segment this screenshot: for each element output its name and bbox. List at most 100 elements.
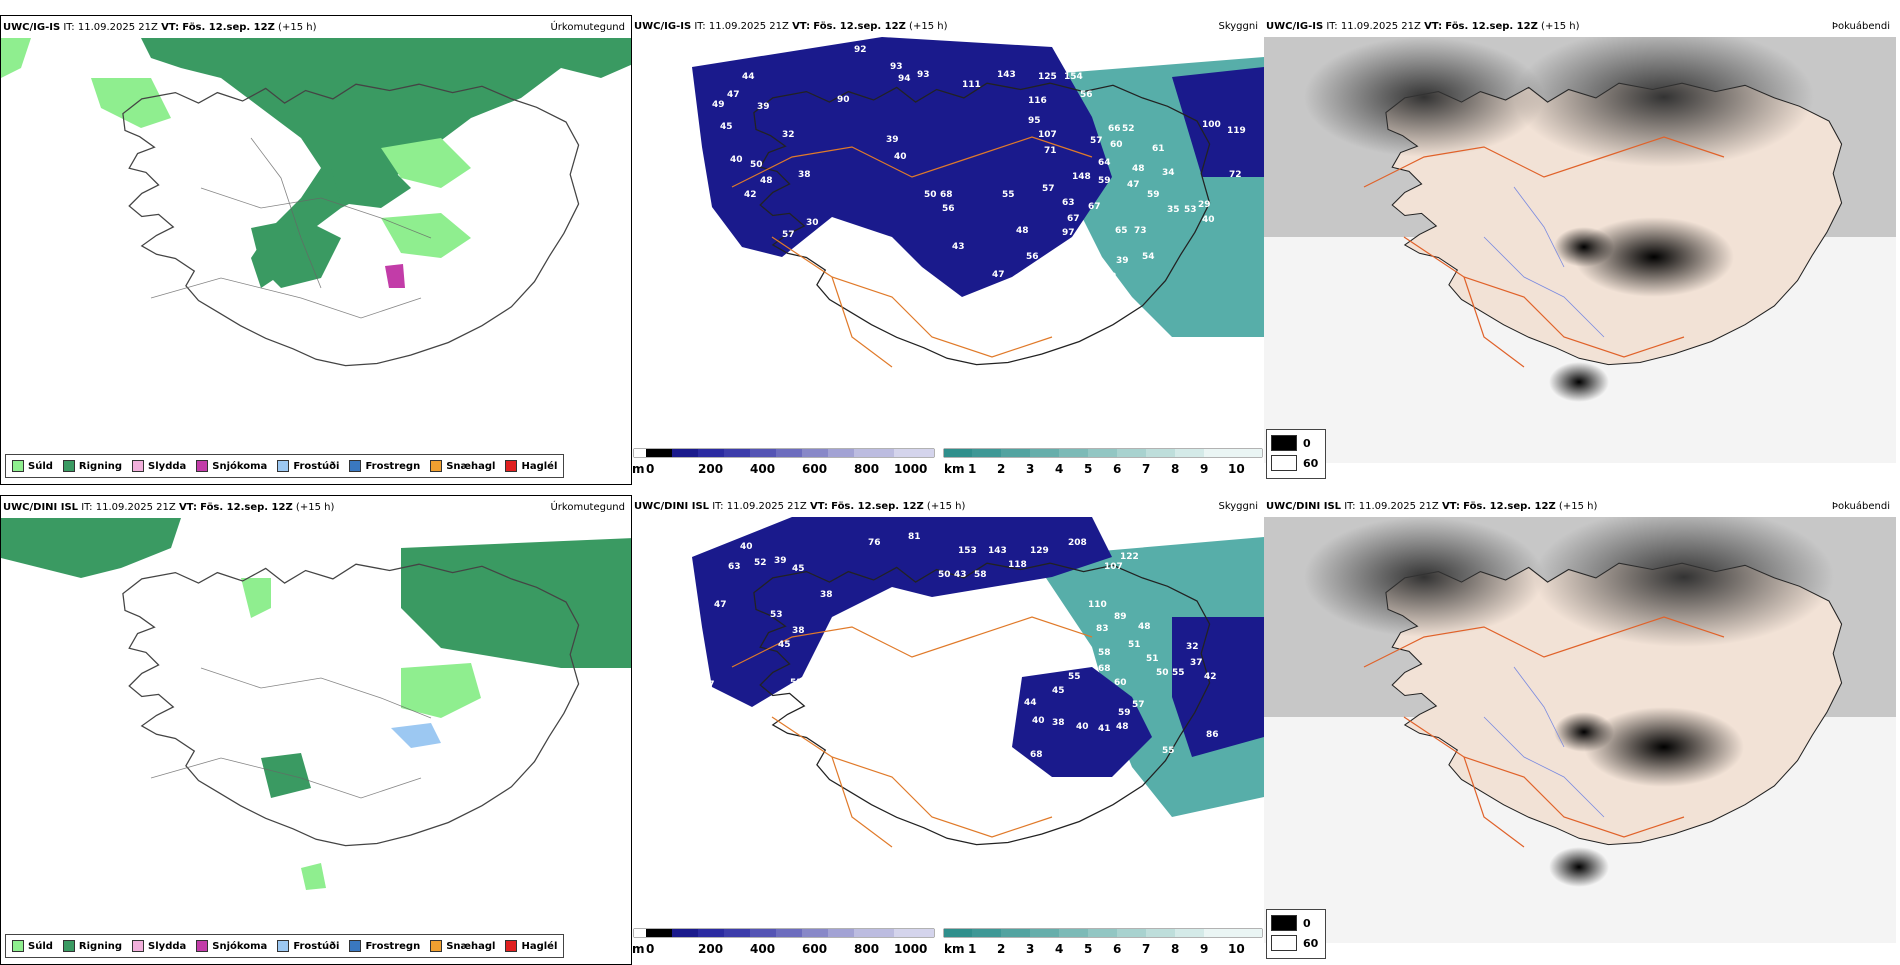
cloud-label: 52	[754, 558, 767, 568]
precip-map	[1, 518, 631, 944]
cloud-label: 65	[1115, 226, 1128, 236]
visibility-tick: 1	[968, 942, 976, 956]
cloud-label: 90	[837, 95, 850, 105]
vt-value: Fös. 12.sep. 12Z	[1445, 21, 1538, 32]
cloud-label: 34	[812, 672, 825, 682]
cloud-base-unit: m	[632, 942, 645, 956]
cloud-label: 34	[1162, 168, 1175, 178]
panel-header: UWC/DINI ISL IT: 11.09.2025 21Z VT: Fös.…	[1266, 501, 1892, 517]
cloud-label: 92	[854, 45, 867, 55]
visibility-tick: 4	[1055, 462, 1063, 476]
cloud-label: 50	[1156, 668, 1169, 678]
cloud-label: 52	[1122, 124, 1135, 134]
it-label: IT:	[81, 502, 93, 513]
swatch	[349, 460, 362, 472]
cloud-label: 63	[900, 258, 913, 268]
swatch	[62, 940, 75, 952]
cloud-label: 116	[1028, 96, 1047, 106]
panel-title: Skyggni	[1218, 501, 1258, 512]
panel-header: UWC/DINI ISL IT: 11.09.2025 21Z VT: Fös.…	[3, 502, 627, 518]
cloud-label: 55	[1162, 746, 1175, 756]
cloud-label: 56	[942, 204, 955, 214]
cloud-label: 39	[757, 102, 770, 112]
cloud-label: 47	[727, 90, 740, 100]
cloud-label: 153	[958, 546, 977, 556]
cloud-label: 86	[1206, 730, 1219, 740]
cloud-label: 315	[1094, 517, 1113, 524]
cloud-label: 107	[1104, 562, 1123, 572]
cloud-label: 60	[1114, 678, 1127, 688]
cloud-label: 44	[1024, 698, 1037, 708]
cloud-base-bar	[633, 448, 935, 458]
it-value: 11.09.2025 21Z	[95, 502, 176, 513]
cloud-label: 57	[1042, 184, 1055, 194]
cloud-label: 40	[730, 155, 743, 165]
cloud-label: 60	[1110, 140, 1123, 150]
precip-map	[1, 38, 631, 464]
visibility-tick: 5	[1084, 462, 1092, 476]
visibility-tick: 7	[1142, 942, 1150, 956]
cloud-label: 54	[1142, 252, 1155, 262]
visibility-tick: 2	[997, 942, 1005, 956]
model-name: UWC/IG-IS	[3, 22, 61, 33]
cloud-base-tick: 0	[646, 942, 654, 956]
swatch	[62, 460, 75, 472]
fog-panel-row1: UWC/IG-IS IT: 11.09.2025 21Z VT: Fös. 12…	[1264, 15, 1896, 485]
swatch	[1271, 435, 1297, 451]
swatch	[196, 940, 209, 952]
cloud-label: 154	[1064, 72, 1083, 82]
panel-title: Þokuábendi	[1831, 21, 1890, 32]
model-name: UWC/IG-IS	[1266, 21, 1324, 32]
cloud-label: 51	[922, 710, 935, 720]
panel-header: UWC/IG-IS IT: 11.09.2025 21Z VT: Fös. 12…	[1266, 21, 1892, 37]
cloud-label: 119	[1227, 126, 1246, 136]
cloud-label: 40	[1032, 716, 1045, 726]
colorbar-svg: m 0 200 400 600 800 1000 km 1 2 3 4 5 6 …	[632, 448, 1263, 476]
swatch	[1271, 935, 1297, 951]
cloud-label: 47	[992, 270, 1005, 280]
visibility-tick: 9	[1200, 942, 1208, 956]
cloud-panel-row2: UWC/DINI ISL IT: 11.09.2025 21Z VT: Fös.…	[632, 495, 1264, 965]
visibility-tick: 6	[1113, 942, 1121, 956]
visibility-tick: 2	[997, 462, 1005, 476]
fog-legend: 0 60	[1266, 909, 1326, 959]
cloud-label: 58	[974, 570, 987, 580]
cloud-label: 50	[750, 160, 763, 170]
swatch	[505, 940, 518, 952]
cloud-label: 107	[1038, 130, 1057, 140]
fog-legend-item: 60	[1271, 935, 1325, 951]
lead-time: (+15 h)	[926, 501, 966, 512]
cloud-label: 39	[774, 556, 787, 566]
cloud-map: 44 47 49 39 45 32 40 50 48 42 38 30 57 9…	[632, 37, 1264, 463]
panel-header: UWC/IG-IS IT: 11.09.2025 21Z VT: Fös. 12…	[3, 22, 627, 38]
swatch	[1271, 455, 1297, 471]
swatch	[132, 940, 145, 952]
cloud-label: 53	[790, 678, 803, 688]
legend-item-snow-pellets: Snæhagl	[430, 940, 495, 952]
cloud-label: 51	[1128, 640, 1141, 650]
cloud-label: 118	[1008, 560, 1027, 570]
cloud-label: 59	[1098, 176, 1111, 186]
legend-item-freezing-drizzle: Frostúði	[277, 460, 339, 472]
cloud-colorbars: m 0 200 400 600 800 1000 km 1 2 3 4 5 6 …	[632, 447, 1264, 481]
cloud-label: 95	[1028, 116, 1041, 126]
cloud-label: 29	[1198, 200, 1211, 210]
legend-item-hail: Haglél	[505, 940, 557, 952]
visibility-tick: 10	[1228, 942, 1245, 956]
cloud-label: 45	[1052, 686, 1065, 696]
legend-item-rain: Rigning	[62, 940, 122, 952]
cloud-label: 55	[1172, 668, 1185, 678]
visibility-unit: km	[944, 942, 964, 956]
cloud-label: 58	[1098, 648, 1111, 658]
visibility-tick: 8	[1171, 462, 1179, 476]
model-name: UWC/DINI ISL	[1266, 501, 1342, 512]
cloud-label: 38	[1052, 718, 1065, 728]
precip-legend: Súld Rigning Slydda Snjókoma Frostúði Fr…	[5, 454, 565, 478]
visibility-bar	[943, 448, 1263, 458]
panel-header: UWC/IG-IS IT: 11.09.2025 21Z VT: Fös. 12…	[634, 21, 1260, 37]
cloud-label: 83	[1096, 624, 1109, 634]
cloud-label: 42	[1204, 672, 1217, 682]
cloud-base-tick: 200	[698, 462, 723, 476]
precip-legend: Súld Rigning Slydda Snjókoma Frostúði Fr…	[5, 934, 565, 958]
precip-panel-row2: UWC/DINI ISL IT: 11.09.2025 21Z VT: Fös.…	[0, 495, 632, 965]
